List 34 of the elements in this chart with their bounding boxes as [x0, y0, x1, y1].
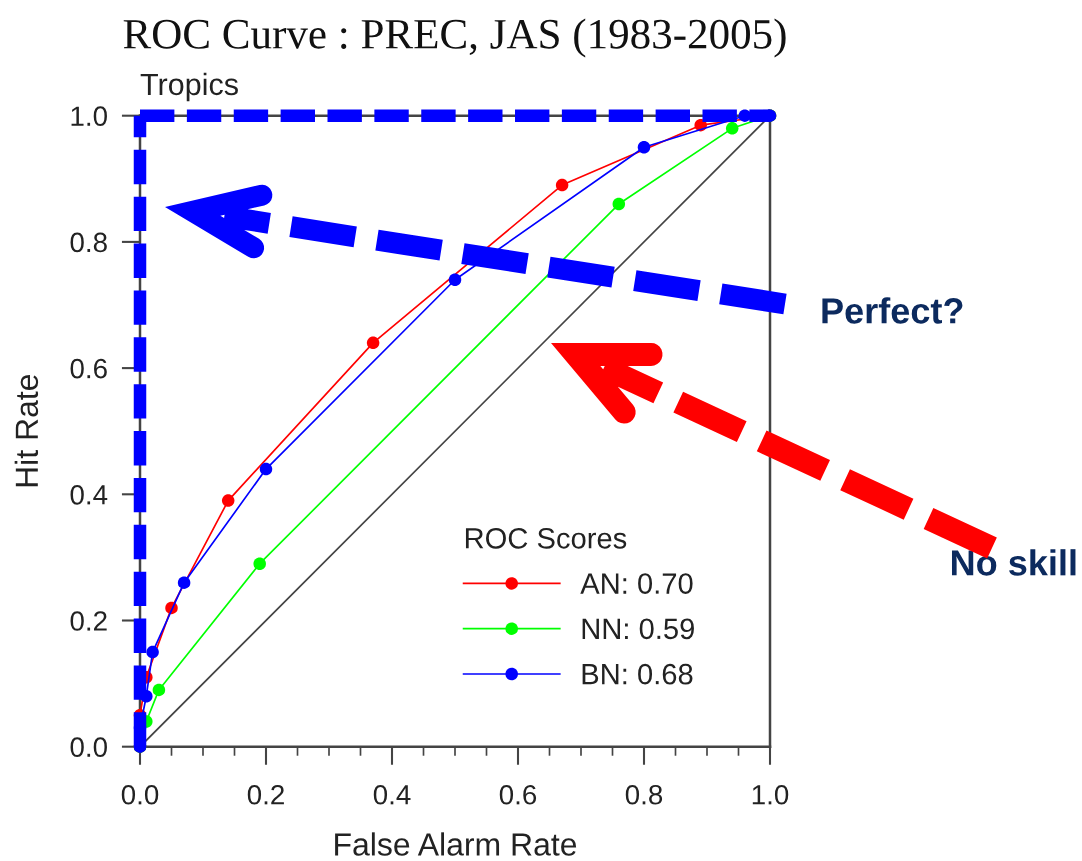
legend-label: AN: 0.70	[580, 573, 693, 594]
point	[448, 273, 462, 287]
text: Perfect?	[822, 297, 963, 324]
point	[146, 645, 159, 659]
x-tick-label: 0.0	[121, 784, 159, 805]
x-tick-label: 0.6	[499, 784, 537, 805]
point	[177, 576, 191, 589]
point	[253, 557, 266, 570]
x-tick-label: 0.2	[247, 784, 284, 805]
point	[612, 197, 626, 211]
legend-label: BN: 0.68	[582, 663, 693, 685]
point	[152, 683, 166, 697]
y-tick-label: 0.4	[70, 484, 108, 505]
legend-label: NN: 0.59	[582, 618, 694, 640]
x-tick-label: 0.4	[373, 784, 411, 805]
x-axis-title: False Alarm Rate	[335, 832, 577, 856]
legend-title: ROC Scores	[465, 528, 627, 549]
y-tick-label: 0.0	[70, 737, 107, 758]
y-tick-label: 0.8	[70, 232, 107, 253]
y-axis-title: Hit Rate	[14, 374, 39, 487]
y-tick-label: 0.2	[70, 611, 107, 631]
y-tick-label: 0.6	[70, 358, 107, 379]
chart-subtitle: Tropics	[140, 72, 238, 102]
point	[555, 178, 569, 192]
x-tick-label: 0.8	[625, 784, 663, 805]
point	[259, 462, 273, 476]
chart-title: ROC Curve : PREC, JAS (1983-2005)	[123, 18, 786, 58]
text: No skill	[951, 549, 1076, 576]
x-tick-label: 1.0	[752, 784, 789, 805]
point	[366, 336, 380, 350]
point	[637, 141, 651, 154]
y-tick-label: 1.0	[71, 106, 107, 127]
point	[221, 494, 235, 507]
point	[725, 122, 739, 135]
